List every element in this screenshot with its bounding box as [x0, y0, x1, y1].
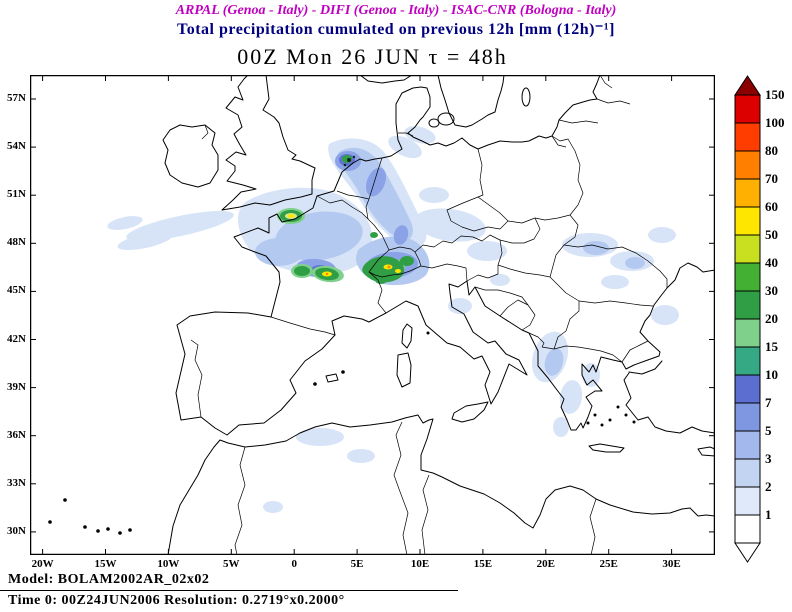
lat-tick-label: 42N — [7, 332, 26, 345]
colorbar-value-label: 80 — [765, 143, 778, 158]
colorbar-cell — [734, 430, 761, 460]
lon-tick-label: 5E — [350, 558, 364, 570]
colorbar-value-label: 3 — [765, 451, 772, 466]
lon-tick-label: 15E — [473, 558, 493, 570]
colorbar-value-label: 7 — [765, 395, 772, 410]
colorbar-cell — [734, 486, 761, 516]
credits-line: ARPAL (Genoa - Italy) - DIFI (Genoa - It… — [175, 3, 617, 18]
map-title: 00Z Mon 26 JUN τ = 48h — [237, 44, 508, 69]
colorbar-cell — [734, 318, 761, 348]
colorbar-cell — [734, 178, 761, 208]
lon-tick-label: 30E — [662, 558, 681, 570]
colorbar-cell — [734, 150, 761, 180]
colorbar-value-label: 40 — [765, 255, 778, 270]
lon-tick-label: 15W — [94, 558, 117, 570]
colorbar-value-label: 60 — [765, 199, 778, 214]
colorbar-value-label: 15 — [765, 339, 778, 354]
colorbar-cell — [734, 234, 761, 264]
colorbar-value-label: 1 — [765, 507, 772, 522]
footer-divider — [0, 590, 458, 591]
map-canvas — [29, 74, 716, 556]
lon-tick-label: 20E — [536, 558, 555, 570]
colorbar-cell — [734, 402, 761, 432]
lat-tick-label: 54N — [7, 140, 26, 153]
lon-tick-label: 25E — [599, 558, 618, 570]
lat-tick-label: 33N — [7, 476, 26, 489]
lat-tick-label: 57N — [7, 92, 26, 104]
lat-tick-label: 30N — [7, 524, 26, 537]
colorbar-value-label: 5 — [765, 423, 772, 438]
europe-map-svg — [29, 74, 716, 556]
colorbar-value-label: 70 — [765, 171, 778, 186]
lon-tick-label: 5W — [223, 558, 240, 570]
plot-subtitle: Total precipitation cumulated on previou… — [177, 21, 615, 38]
colorbar-value-label: 20 — [765, 311, 778, 326]
lat-tick-label: 36N — [7, 428, 26, 441]
colorbar — [734, 75, 761, 563]
colorbar-cell — [734, 514, 761, 544]
colorbar-cell — [734, 262, 761, 292]
lon-tick-label: 10E — [410, 558, 430, 570]
precipitation-shading — [107, 126, 679, 513]
colorbar-value-label: 150 — [765, 87, 785, 102]
lat-tick-label: 51N — [7, 188, 26, 201]
lon-tick-label: 20W — [31, 558, 54, 570]
model-info: Model: BOLAM2002AR_02x02 — [8, 572, 210, 587]
colorbar-cell — [734, 374, 761, 404]
colorbar-value-label: 30 — [765, 283, 778, 298]
lon-tick-label: 0 — [291, 558, 297, 570]
colorbar-cell — [734, 346, 761, 376]
colorbar-value-label: 50 — [765, 227, 778, 242]
colorbar-cell — [734, 122, 761, 152]
colorbar-arrow-top — [734, 75, 761, 96]
run-info: Time 0: 00Z24JUN2006 Resolution: 0.2719°… — [8, 593, 345, 608]
colorbar-cell — [734, 290, 761, 320]
coastlines — [162, 74, 716, 556]
colorbar-arrow-bottom — [734, 542, 761, 563]
small-islands — [48, 331, 636, 535]
lat-tick-label: 48N — [7, 236, 26, 249]
lat-tick-label: 39N — [7, 380, 26, 393]
map-frame-border — [29, 74, 716, 556]
colorbar-cell — [734, 206, 761, 236]
country-borders — [190, 74, 668, 556]
colorbar-value-label: 10 — [765, 367, 778, 382]
colorbar-value-label: 2 — [765, 479, 772, 494]
lat-tick-label: 45N — [7, 284, 26, 297]
colorbar-value-label: 100 — [765, 115, 785, 130]
colorbar-cell — [734, 94, 761, 124]
colorbar-cell — [734, 458, 761, 488]
lon-tick-label: 10W — [157, 558, 180, 570]
